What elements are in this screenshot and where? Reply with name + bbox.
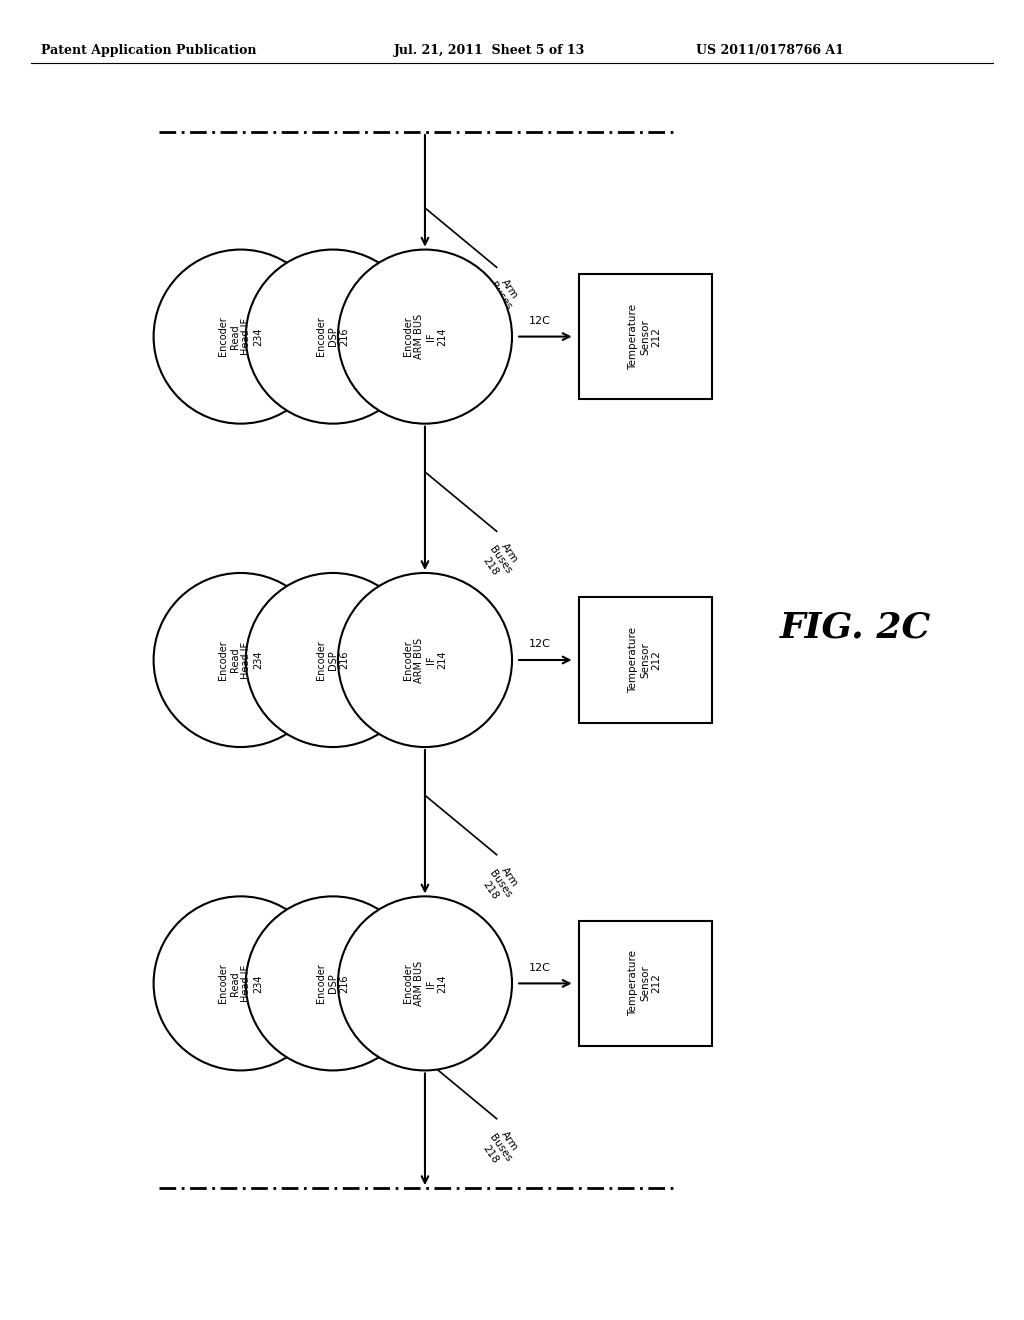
Text: Arm
Buses
218: Arm Buses 218 — [477, 861, 522, 906]
Text: Patent Application Publication: Patent Application Publication — [41, 44, 256, 57]
Text: Temperature
Sensor
212: Temperature Sensor 212 — [629, 627, 662, 693]
Bar — [579, 597, 712, 722]
Text: Encoder
ARM BUS
IF
214: Encoder ARM BUS IF 214 — [402, 638, 447, 682]
Text: 12C: 12C — [529, 639, 551, 649]
Text: FIG. 2C: FIG. 2C — [779, 610, 931, 644]
Text: Temperature
Sensor
212: Temperature Sensor 212 — [629, 304, 662, 370]
Text: Encoder
Read
Head IF
234: Encoder Read Head IF 234 — [218, 317, 263, 356]
Text: US 2011/0178766 A1: US 2011/0178766 A1 — [696, 44, 844, 57]
Ellipse shape — [154, 896, 328, 1071]
Text: Encoder
Read
Head IF
234: Encoder Read Head IF 234 — [218, 964, 263, 1003]
Text: Encoder
DSP
216: Encoder DSP 216 — [316, 964, 349, 1003]
Text: Encoder
ARM BUS
IF
214: Encoder ARM BUS IF 214 — [402, 314, 447, 359]
Text: Encoder
ARM BUS
IF
214: Encoder ARM BUS IF 214 — [402, 961, 447, 1006]
Text: Temperature
Sensor
212: Temperature Sensor 212 — [629, 950, 662, 1016]
Text: 12C: 12C — [529, 962, 551, 973]
Text: Arm
Buses
218: Arm Buses 218 — [477, 539, 522, 582]
Text: 12C: 12C — [529, 315, 551, 326]
Ellipse shape — [246, 896, 420, 1071]
Ellipse shape — [154, 249, 328, 424]
Text: Arm
Buses
218: Arm Buses 218 — [477, 275, 522, 318]
Text: Encoder
DSP
216: Encoder DSP 216 — [316, 317, 349, 356]
Text: Jul. 21, 2011  Sheet 5 of 13: Jul. 21, 2011 Sheet 5 of 13 — [394, 44, 586, 57]
Bar — [579, 275, 712, 399]
Ellipse shape — [246, 249, 420, 424]
Ellipse shape — [246, 573, 420, 747]
Text: Encoder
Read
Head IF
234: Encoder Read Head IF 234 — [218, 640, 263, 680]
Text: Arm
Buses
218: Arm Buses 218 — [477, 1125, 522, 1170]
Ellipse shape — [338, 249, 512, 424]
Ellipse shape — [338, 896, 512, 1071]
Text: Encoder
DSP
216: Encoder DSP 216 — [316, 640, 349, 680]
Ellipse shape — [338, 573, 512, 747]
Bar — [579, 921, 712, 1045]
Ellipse shape — [154, 573, 328, 747]
